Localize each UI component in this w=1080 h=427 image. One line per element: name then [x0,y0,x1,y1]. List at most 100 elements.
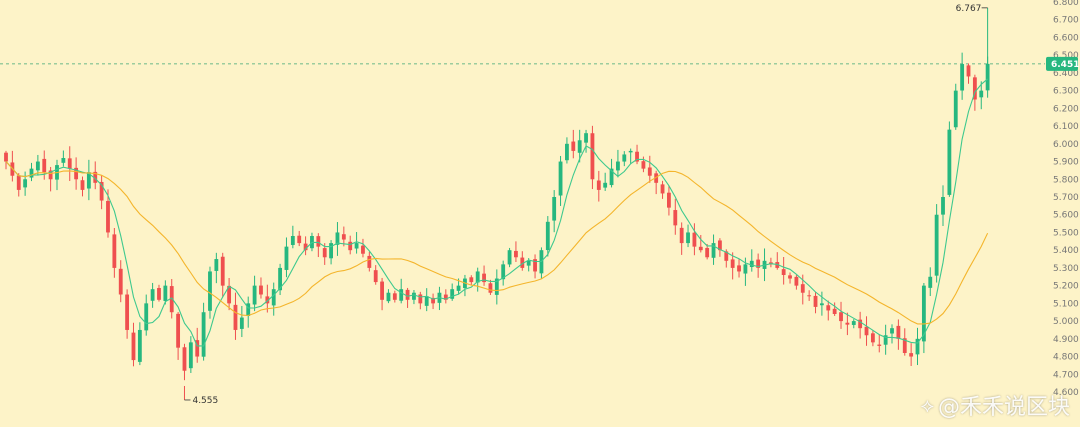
candle-body [405,289,410,300]
candle-body [443,294,448,300]
y-tick-label: 5.300 [1053,264,1079,274]
candle-body [698,246,703,251]
candle-body [431,297,435,304]
candle-body [705,247,710,258]
candle-body [188,342,193,369]
moving-average-layer [5,78,989,347]
candle-body [131,332,136,361]
candle-body [67,158,72,169]
candle-body [246,303,251,316]
candle-body [335,232,340,245]
candle-body [686,232,690,244]
candle-body [137,329,142,362]
candle-body [603,182,608,188]
last-price-label: 6.451 [1051,60,1079,70]
candle-body [373,270,378,283]
candle-body [106,200,110,233]
last-price-tag: 6.451 [1046,56,1079,71]
candle-body [941,197,945,215]
y-tick-label: 5.800 [1053,175,1079,185]
candle-body [182,347,187,371]
candle-body [979,90,984,98]
candle-body [284,246,289,270]
candle-body [214,259,219,271]
candle-body [711,243,716,258]
candle-body [475,271,480,283]
candle-body [934,214,939,276]
candle-body [125,294,130,330]
candle-body [641,161,646,169]
last-price-tag-bg [1046,56,1078,71]
y-tick-label: 4.800 [1053,353,1079,363]
candle-body [118,268,123,295]
candle-body [456,285,461,291]
candle-body [813,295,818,307]
candle-body [584,133,588,143]
candle-body [488,283,493,293]
candle-body [851,321,856,325]
candle-body [201,312,206,357]
y-tick-label: 5.200 [1053,282,1079,292]
candle-body [609,168,614,186]
candle-body [749,260,754,268]
candle-body [252,285,257,305]
candle-body [743,264,748,274]
candle-body [163,285,168,301]
candle-body [195,340,200,357]
high-label: 6.767 [956,4,982,14]
candle-body [966,65,971,77]
y-tick-label: 5.500 [1053,228,1079,238]
diamond-logo-icon: ⟡ [920,393,934,417]
candle-body [265,296,270,304]
candle-body [730,259,735,268]
candle-body [329,243,333,259]
candle-body [800,284,805,293]
y-tick-label: 5.900 [1053,158,1079,168]
candle-body [520,257,525,268]
candle-body [839,312,843,322]
candle-body [877,344,882,346]
candle-body [870,333,875,343]
candle-body [16,175,21,190]
candle-body [571,141,576,151]
candle-body [565,143,569,161]
candle-body [667,192,671,208]
candle-body [361,245,365,254]
y-tick-label: 5.400 [1053,246,1079,256]
watermark-text: @禾禾说区块 [937,395,1070,420]
candle-body [482,273,486,283]
candle-body [794,276,799,286]
candle-body [450,289,455,299]
candle-body [169,286,174,313]
candles [4,52,990,381]
y-tick-label: 6.400 [1053,69,1079,79]
candle-body [858,319,863,329]
candle-body [157,287,161,300]
candle-body [227,285,232,304]
candle-body [29,168,34,178]
candle-body [558,161,563,196]
candle-body [86,172,91,189]
y-tick-label: 6.800 [1053,0,1079,8]
candle-body [271,289,276,306]
y-axis: 6.800 6.700 6.600 6.500 6.400 6.300 6.200 6.100… [1053,0,1079,398]
candle-body [781,269,786,275]
candle-body [616,161,620,171]
y-tick-label: 4.700 [1053,370,1079,380]
candle-body [692,232,697,247]
y-tick-label: 6.100 [1053,122,1079,132]
candle-body [737,265,741,272]
low-label: 4.555 [192,396,218,406]
candle-body [144,303,149,331]
candle-body [902,338,907,353]
candle-body [392,293,397,300]
candle-body [35,161,40,171]
candle-body [322,248,327,258]
candle-body [526,260,531,266]
high-annotation: 6.767 [956,4,989,64]
candle-body [501,264,506,280]
candle-body [354,243,359,249]
candle-body [418,294,423,304]
candle-body [552,197,557,221]
